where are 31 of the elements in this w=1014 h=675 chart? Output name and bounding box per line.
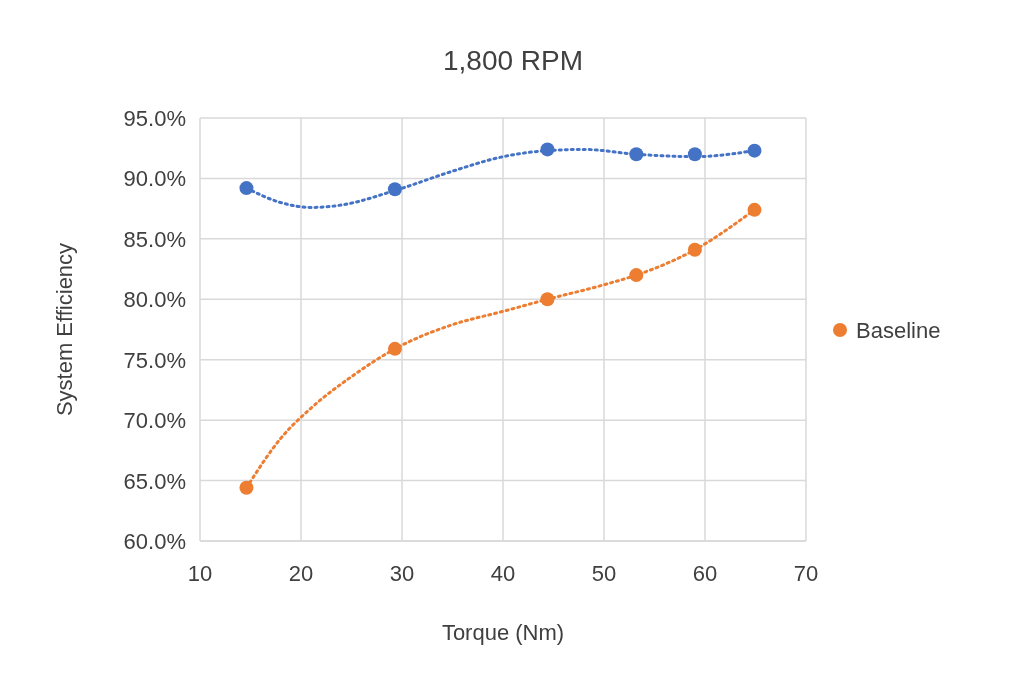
point bbox=[387, 341, 402, 356]
x-tick-label: 20 bbox=[288, 561, 314, 586]
point bbox=[687, 147, 702, 162]
x-tick-label: 30 bbox=[389, 561, 415, 586]
y-tick-label: 65.0% bbox=[123, 468, 186, 494]
y-tick-label: 95.0% bbox=[123, 106, 186, 131]
point bbox=[239, 480, 254, 495]
point bbox=[540, 142, 555, 157]
x-tick-label: 50 bbox=[591, 561, 617, 586]
x-tick-label: 40 bbox=[490, 561, 516, 586]
point bbox=[629, 268, 644, 283]
x-tick-label: 60 bbox=[692, 561, 718, 586]
point bbox=[747, 143, 762, 158]
y-axis-title: System Efficiency bbox=[52, 242, 77, 417]
point bbox=[629, 147, 644, 162]
point bbox=[747, 202, 762, 217]
y-tick-label: 90.0% bbox=[123, 166, 186, 192]
chart-title: 1,800 RPM bbox=[442, 45, 584, 76]
point bbox=[387, 182, 402, 197]
point bbox=[239, 181, 254, 196]
legend-label: Baseline bbox=[856, 318, 941, 343]
x-tick-label: 70 bbox=[793, 561, 819, 586]
y-tick-label: 85.0% bbox=[123, 226, 186, 252]
y-tick-label: 75.0% bbox=[123, 347, 186, 373]
y-tick-label: 70.0% bbox=[123, 408, 186, 434]
x-axis-title: Torque (Nm) bbox=[441, 620, 565, 645]
point bbox=[540, 292, 555, 307]
x-tick-label: 10 bbox=[187, 561, 213, 586]
point bbox=[687, 242, 702, 257]
y-tick-label: 80.0% bbox=[123, 287, 186, 313]
y-tick-label: 60.0% bbox=[123, 529, 186, 554]
